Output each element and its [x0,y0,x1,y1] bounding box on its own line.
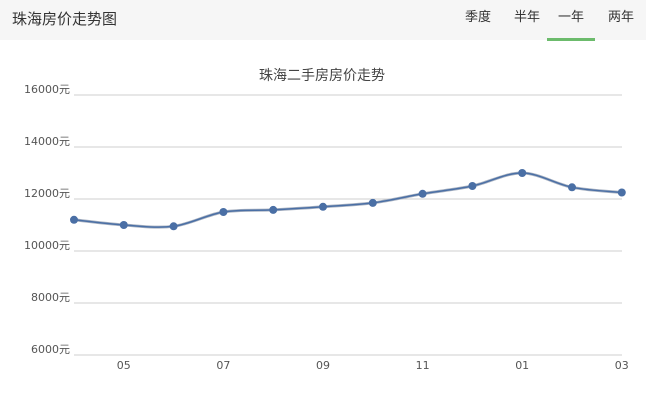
grid-lines [74,94,622,356]
x-tick-label: 05 [117,359,131,372]
data-point[interactable] [568,183,576,192]
y-tick-label: 8000元 [31,291,70,304]
tab-two-years[interactable]: 两年 [607,10,634,25]
y-tick-label: 10000元 [24,239,70,252]
y-tick-label: 6000元 [31,343,70,356]
x-tick-label: 09 [316,359,330,372]
y-tick-label: 12000元 [24,187,70,200]
data-point[interactable] [319,202,327,211]
series-line-shadow [73,171,622,229]
chart-title: 珠海二手房房价走势 [259,68,385,84]
data-point[interactable] [617,188,626,197]
tab-quarter[interactable]: 季度 [464,10,491,25]
series-line [73,172,622,228]
data-point[interactable] [518,169,527,177]
data-point[interactable] [219,208,228,216]
data-point[interactable] [468,182,477,190]
x-tick-label: 11 [416,359,430,372]
data-point[interactable] [269,205,278,214]
page-title: 珠海房价走势图 [12,10,118,28]
y-axis-ticks: 6000元 8000元 10000元 12000元 14000元 16000元 [24,83,70,356]
x-tick-label: 07 [216,359,230,372]
data-point[interactable] [418,189,427,198]
y-tick-label: 16000元 [24,83,70,96]
header-bar: 珠海房价走势图 季度 半年 一年 两年 [0,0,646,41]
data-point[interactable] [169,222,178,231]
x-tick-label: 01 [515,359,529,372]
tab-one-year[interactable]: 一年 [547,0,595,41]
tab-half-year[interactable]: 半年 [513,10,540,25]
y-tick-label: 14000元 [24,135,70,148]
series-layer [70,169,626,231]
data-point[interactable] [119,221,128,229]
x-axis-ticks: 05 07 09 11 01 03 [117,359,629,372]
data-point[interactable] [368,198,377,207]
data-point[interactable] [70,215,78,224]
x-tick-label: 03 [615,359,629,372]
